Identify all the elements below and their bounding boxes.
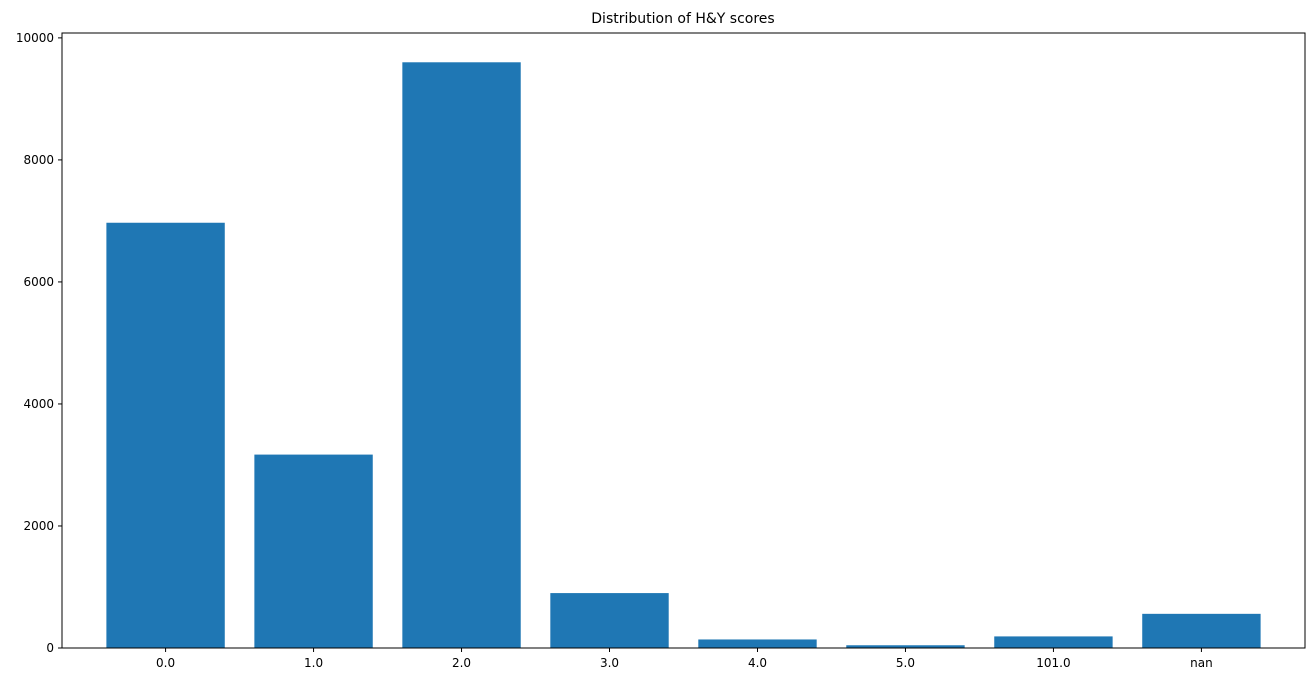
x-tick-label: nan	[1190, 656, 1213, 670]
x-tick-label: 5.0	[896, 656, 915, 670]
bar-2.0	[402, 62, 521, 649]
x-tick-label: 101.0	[1036, 656, 1070, 670]
y-tick-label: 8000	[23, 153, 54, 167]
x-axis: 0.0 1.0 2.0 3.0 4.0 5.0 101.0 nan	[156, 648, 1213, 670]
y-tick-label: 10000	[16, 31, 54, 45]
bar-4.0	[698, 639, 817, 648]
x-tick-label: 1.0	[304, 656, 323, 670]
bar-nan	[1142, 613, 1261, 648]
x-tick-label: 0.0	[156, 656, 175, 670]
y-tick-label: 4000	[23, 397, 54, 411]
bar-0.0	[106, 222, 225, 649]
plot-frame	[61, 32, 1306, 649]
bar-101.0	[994, 636, 1113, 648]
y-tick-label: 0	[46, 641, 54, 655]
bars-group	[106, 62, 1261, 649]
bar-3.0	[550, 593, 669, 648]
bar-5.0	[846, 645, 965, 648]
y-tick-label: 6000	[23, 275, 54, 289]
bar-1.0	[254, 454, 373, 648]
y-tick-label: 2000	[23, 519, 54, 533]
y-axis: 0 2000 4000 6000 8000 10000	[16, 31, 62, 655]
x-tick-label: 2.0	[452, 656, 471, 670]
x-tick-label: 3.0	[600, 656, 619, 670]
x-tick-label: 4.0	[748, 656, 767, 670]
chart-title: Distribution of H&Y scores	[591, 11, 774, 27]
